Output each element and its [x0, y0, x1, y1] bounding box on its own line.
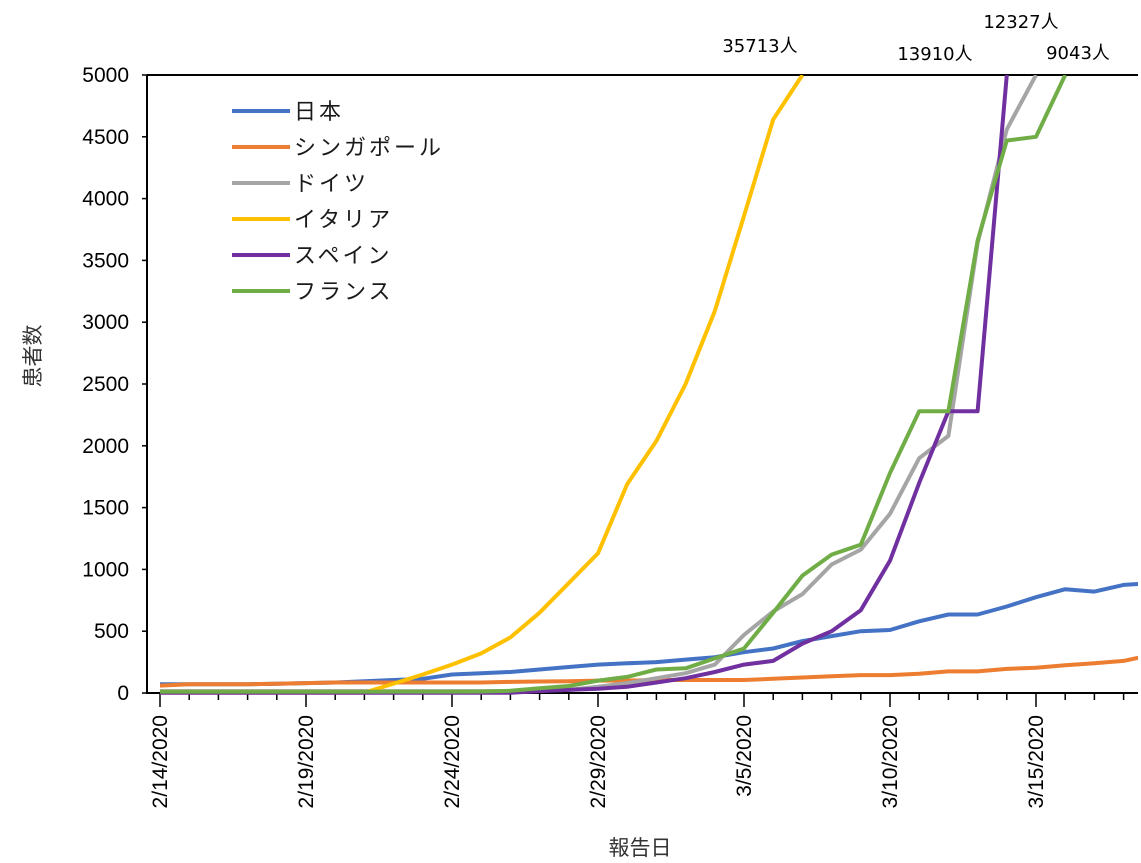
annotation-label: 13910人: [897, 44, 972, 65]
series-line-5: [160, 75, 1009, 695]
x-tick-label: 2/19/2020: [295, 715, 318, 808]
y-tick-label: 500: [94, 620, 129, 643]
x-tick-label: 2/14/2020: [149, 715, 172, 808]
x-tick-label: 3/5/2020: [733, 715, 756, 797]
y-tick-label: 5000: [82, 64, 129, 87]
y-tick-label: 4500: [82, 126, 129, 149]
annotations: 35713人 13910人 12327人 9043人: [722, 12, 1110, 65]
y-tick-label: 2500: [82, 373, 129, 396]
x-tick-label: 2/24/2020: [441, 715, 464, 808]
y-tick-label: 3500: [82, 249, 129, 272]
legend-label: フランス: [294, 280, 394, 305]
legend-label: 日本: [294, 100, 344, 125]
series-lines: [159, 75, 1138, 695]
legend-label: イタリア: [294, 208, 393, 233]
legend-label: シンガポール: [294, 136, 444, 161]
x-axis-title: 報告日: [609, 836, 672, 860]
annotation-label: 35713人: [722, 36, 797, 57]
x-tick-label: 3/15/2020: [1025, 715, 1048, 808]
tick-labels: 0 500 1000 1500 2000 2500 3000 3500 4000 4500 5000…: [82, 64, 1048, 808]
y-tick-label: 3000: [82, 311, 129, 334]
x-tick-label: 3/10/2020: [879, 715, 902, 808]
y-tick-label: 1000: [82, 558, 129, 581]
y-tick-label: 2000: [82, 435, 129, 458]
legend-label: スペイン: [294, 244, 392, 269]
annotation-label: 12327人: [983, 12, 1058, 33]
series-line-4: [160, 75, 805, 695]
legend-label: ドイツ: [294, 172, 369, 197]
series-line-3: [160, 75, 1038, 694]
y-tick-label: 1500: [82, 497, 129, 520]
y-axis-title: 患者数: [21, 325, 45, 388]
y-tick-label: 4000: [82, 188, 129, 211]
x-tick-label: 2/29/2020: [587, 715, 610, 808]
y-tick-label: 0: [117, 682, 129, 705]
annotation-label: 9043人: [1046, 43, 1110, 64]
series-line-6: [160, 75, 1068, 694]
